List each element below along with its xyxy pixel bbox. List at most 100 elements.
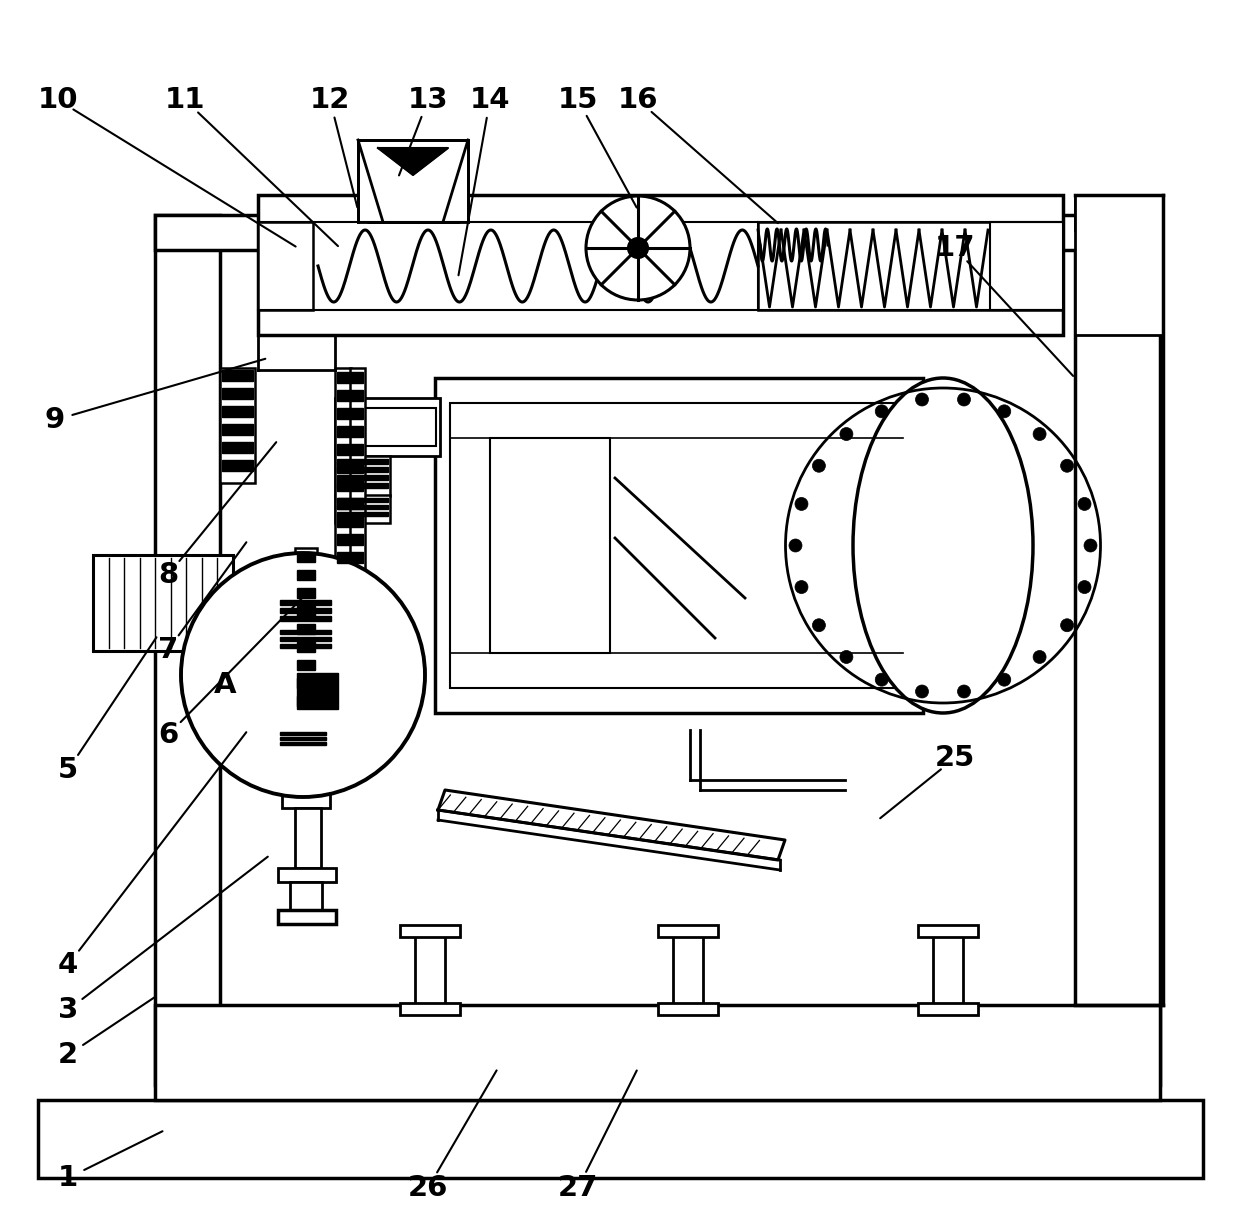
Bar <box>348 408 436 446</box>
Bar <box>401 924 460 937</box>
Circle shape <box>1084 540 1097 552</box>
Polygon shape <box>222 442 253 453</box>
Polygon shape <box>222 406 253 417</box>
Text: 13: 13 <box>408 86 449 114</box>
Bar <box>38 1100 1203 1178</box>
Polygon shape <box>337 408 363 419</box>
Bar <box>401 1002 460 1015</box>
Text: 15: 15 <box>558 86 598 114</box>
Text: 8: 8 <box>157 561 179 590</box>
Polygon shape <box>298 660 315 670</box>
Bar <box>490 438 610 653</box>
Bar <box>350 368 365 583</box>
Polygon shape <box>298 588 315 598</box>
Circle shape <box>795 581 808 593</box>
Circle shape <box>1078 581 1091 593</box>
Bar <box>295 808 321 868</box>
Bar <box>335 456 391 496</box>
Polygon shape <box>337 552 363 563</box>
Circle shape <box>915 393 929 406</box>
Polygon shape <box>280 608 331 613</box>
Polygon shape <box>337 505 388 509</box>
Circle shape <box>587 196 689 300</box>
Polygon shape <box>337 516 363 527</box>
Bar <box>920 680 942 702</box>
Text: 14: 14 <box>470 86 510 114</box>
Polygon shape <box>280 737 326 741</box>
Bar <box>258 222 312 311</box>
Circle shape <box>795 497 808 510</box>
Polygon shape <box>298 624 315 635</box>
Bar <box>415 931 445 1005</box>
Bar <box>155 1005 1159 1100</box>
Text: 7: 7 <box>157 636 179 664</box>
Polygon shape <box>280 637 331 641</box>
Polygon shape <box>298 642 315 652</box>
Bar <box>155 216 1159 250</box>
Circle shape <box>875 674 888 686</box>
Bar <box>1075 216 1159 1085</box>
Polygon shape <box>280 644 331 648</box>
Polygon shape <box>337 484 388 488</box>
Text: 17: 17 <box>935 234 976 262</box>
Bar <box>1075 195 1163 335</box>
Bar <box>278 730 329 748</box>
Bar <box>295 672 340 710</box>
Circle shape <box>839 650 853 664</box>
Polygon shape <box>337 498 388 502</box>
Polygon shape <box>337 512 388 516</box>
Bar <box>219 368 255 484</box>
Text: 9: 9 <box>45 406 66 434</box>
Bar <box>278 598 334 626</box>
Bar <box>658 1002 718 1015</box>
Bar <box>673 931 703 1005</box>
Bar <box>278 628 334 653</box>
Polygon shape <box>280 742 326 745</box>
Circle shape <box>998 674 1011 686</box>
Polygon shape <box>337 445 363 456</box>
Polygon shape <box>298 607 315 616</box>
Bar <box>288 710 317 732</box>
Bar <box>288 748 317 762</box>
Circle shape <box>789 540 802 552</box>
Text: 5: 5 <box>58 756 78 784</box>
Bar <box>290 882 322 910</box>
Bar <box>155 216 219 1085</box>
Polygon shape <box>337 462 363 473</box>
Polygon shape <box>298 570 315 580</box>
Polygon shape <box>298 552 315 561</box>
Text: 6: 6 <box>157 721 179 749</box>
Polygon shape <box>337 533 363 544</box>
Bar <box>278 910 336 924</box>
Bar <box>932 931 963 1005</box>
Polygon shape <box>280 732 326 734</box>
Polygon shape <box>222 424 253 435</box>
Polygon shape <box>222 389 253 400</box>
Polygon shape <box>337 466 388 473</box>
Polygon shape <box>298 695 315 706</box>
Circle shape <box>627 238 649 258</box>
Polygon shape <box>337 426 363 437</box>
Polygon shape <box>280 616 331 621</box>
Text: 26: 26 <box>408 1174 448 1202</box>
Polygon shape <box>222 370 253 381</box>
Text: 11: 11 <box>165 86 206 114</box>
Polygon shape <box>337 480 363 491</box>
Circle shape <box>1033 428 1047 441</box>
Polygon shape <box>337 459 388 464</box>
Polygon shape <box>298 678 315 688</box>
Bar <box>450 403 918 688</box>
Bar <box>358 140 467 222</box>
Text: 10: 10 <box>37 86 78 114</box>
Bar <box>335 398 440 456</box>
Circle shape <box>1033 650 1047 664</box>
Circle shape <box>957 685 971 698</box>
Bar <box>1075 195 1163 230</box>
Bar <box>281 790 330 808</box>
Polygon shape <box>337 475 388 480</box>
Bar <box>901 530 946 560</box>
Bar <box>278 868 336 882</box>
Bar <box>335 368 351 583</box>
Bar <box>918 924 978 937</box>
Bar <box>335 495 391 523</box>
